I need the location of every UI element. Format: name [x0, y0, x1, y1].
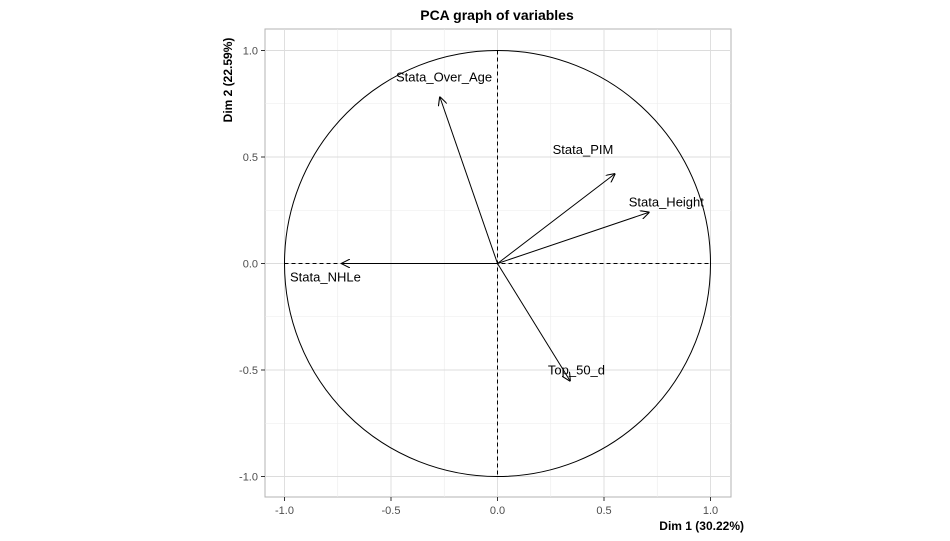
x-tick-label: 0.0 [490, 505, 505, 517]
x-axis-title: Dim 1 (30.22%) [659, 519, 744, 533]
arrow-top-50-d [497, 263, 570, 381]
label-stata-over-age: Stata_Over_Age [396, 69, 492, 84]
x-tick-label: -1.0 [275, 505, 294, 517]
y-tick-label: -1.0 [239, 472, 258, 484]
label-top-50-d: Top_50_d [548, 363, 605, 378]
x-axis-ticks: -1.0 -0.5 0.0 0.5 1.0 [275, 497, 718, 517]
correlation-circle [284, 50, 711, 477]
y-tick-label: -0.5 [239, 365, 258, 377]
arrow-stata-pim [497, 174, 615, 264]
arrow-stata-over-age [440, 97, 498, 264]
x-tick-label: 0.5 [596, 505, 611, 517]
arrow-stata-height [497, 212, 649, 264]
x-tick-label: 1.0 [703, 505, 718, 517]
y-tick-label: 0.0 [243, 259, 258, 271]
variable-arrows: Stata_Over_Age Stata_PIM Stata_Height Stata… [290, 69, 704, 380]
y-tick-label: 0.5 [243, 152, 258, 164]
label-stata-height: Stata_Height [629, 194, 705, 209]
label-stata-nhle: Stata_NHLe [290, 270, 361, 285]
y-tick-label: 1.0 [243, 46, 258, 58]
x-tick-label: -0.5 [382, 505, 401, 517]
chart-title: PCA graph of variables [420, 7, 574, 23]
y-axis-ticks: -1.0 -0.5 0.0 0.5 1.0 [239, 46, 265, 484]
y-axis-title: Dim 2 (22.59%) [221, 38, 235, 123]
label-stata-pim: Stata_PIM [553, 142, 614, 157]
